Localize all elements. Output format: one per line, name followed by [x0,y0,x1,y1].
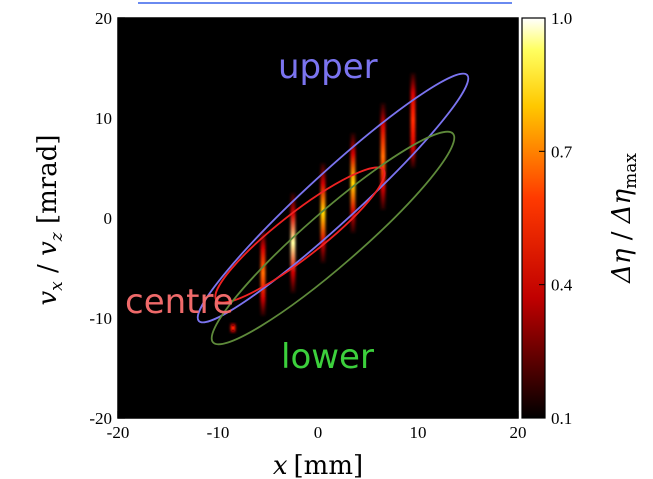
y-axis-title: vx / vz [mrad] [33,134,67,305]
colorbar-title: Δη / Δηmax [607,153,641,284]
heatmap-stripe-core [261,232,265,314]
y-tick-label: 20 [95,9,112,28]
y-tick-label: -20 [89,409,112,428]
lower-ellipse [210,130,456,346]
x-tick-label: -20 [107,423,130,442]
colorbar-tick-label: 0.1 [551,409,572,428]
colorbar-tick-label: 0.4 [551,276,573,295]
annotation-layer: upper centre lower [125,47,378,377]
colorbar-tick-label: 1.0 [551,9,572,28]
colorbar-ticks: 0.1 0.4 0.7 1.0 [539,9,573,428]
centre-ellipse [214,166,386,304]
heatmap-stripe-core [381,105,385,208]
region-label-centre: centre [125,282,234,322]
region-label-upper: upper [278,47,378,87]
x-tick-label: 0 [314,423,323,442]
heatmap-stripe-core [231,325,235,331]
heatmap-stripe-core [411,75,415,166]
axes: -20 -10 0 10 20 -20 -10 0 10 20 [89,9,526,442]
stripe-layer [230,73,416,333]
heatmap-stripe-core [321,165,325,261]
x-axis-title: x [mm] [273,451,363,479]
heatmap-stripe-core [351,135,355,231]
heatmap-stripe-core [291,195,295,291]
colorbar-tick-label: 0.7 [551,142,573,161]
x-tick-label: -10 [207,423,230,442]
colorbar [521,17,546,419]
y-tick-label: 10 [95,109,112,128]
upper-ellipse [196,72,470,324]
ellipse-layer [196,72,470,346]
plot-area [118,18,518,418]
y-tick-label: -10 [89,309,112,328]
y-tick-label: 0 [104,209,113,228]
region-label-lower: lower [281,337,374,377]
x-tick-label: 20 [510,423,527,442]
x-tick-label: 10 [410,423,427,442]
